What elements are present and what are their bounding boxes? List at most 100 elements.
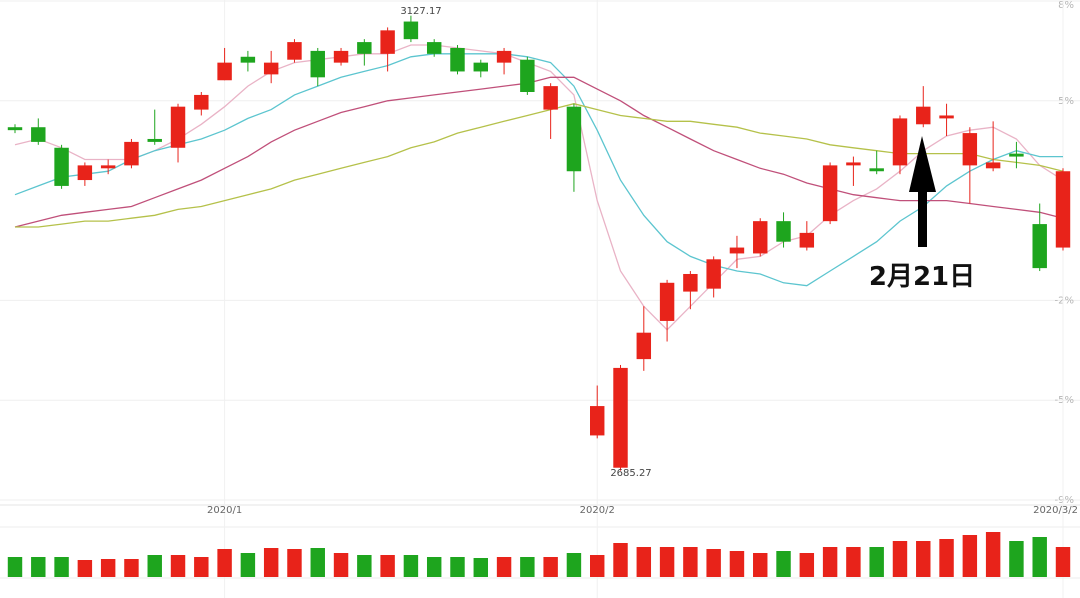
- candle-body: [240, 56, 256, 63]
- volume-bar: [799, 553, 815, 577]
- candle-body: [799, 232, 815, 248]
- candle-body: [729, 247, 745, 254]
- candle-body: [357, 42, 372, 54]
- arrow-head: [909, 136, 936, 192]
- volume-bar: [450, 557, 465, 577]
- volume-bar: [822, 547, 838, 577]
- volume-bar: [636, 547, 652, 577]
- candle-body: [426, 42, 442, 54]
- y-tick-label: -5%: [1055, 395, 1074, 406]
- candle-body: [706, 259, 721, 289]
- volume-bar: [357, 555, 372, 577]
- candle-body: [31, 127, 46, 142]
- arrow-shaft: [918, 170, 927, 247]
- candle-body: [333, 50, 349, 63]
- volume-bar: [426, 557, 442, 577]
- volume-bar: [729, 551, 745, 577]
- candle-body: [520, 59, 535, 92]
- y-tick-label: -2%: [1055, 295, 1074, 306]
- low-label: 2685.27: [610, 468, 651, 479]
- volume-bar: [147, 555, 162, 577]
- volume-bar: [77, 560, 93, 577]
- candle-body: [985, 162, 1001, 169]
- candle-body: [147, 138, 162, 142]
- candle-body: [566, 106, 582, 172]
- annotation: 2月21日: [869, 262, 975, 292]
- candle-body: [636, 332, 652, 360]
- candle-body: [939, 115, 954, 119]
- candle-body: [217, 62, 232, 81]
- candle-body: [287, 42, 302, 60]
- volume-bar: [1032, 537, 1047, 577]
- candle-body: [1009, 153, 1024, 157]
- volume-bar: [753, 553, 768, 577]
- volume-bar: [380, 555, 395, 577]
- y-tick-label: -9%: [1055, 495, 1074, 506]
- candle-body: [473, 62, 488, 72]
- volume-bar: [403, 555, 419, 577]
- candle-body: [170, 106, 186, 148]
- volume-bar: [1055, 547, 1071, 577]
- candle-body: [54, 147, 69, 186]
- candle-body: [822, 165, 838, 222]
- volume-bar: [217, 549, 232, 577]
- ma-line: [15, 103, 1064, 228]
- y-tick-label: 8%: [1058, 0, 1074, 11]
- candle-body: [310, 50, 325, 78]
- volume-bar: [170, 555, 186, 577]
- candle-body: [1032, 224, 1047, 269]
- volume-bar: [194, 557, 209, 577]
- candle-body: [659, 282, 675, 321]
- candle-body: [100, 165, 116, 169]
- ma-line: [14, 44, 1064, 331]
- volume-bar: [566, 553, 582, 577]
- volume-bar: [520, 557, 535, 577]
- volume-bar: [846, 547, 861, 577]
- volume-bar: [54, 557, 69, 577]
- volume-bar: [7, 557, 23, 577]
- volume-bar: [962, 535, 978, 577]
- ma-line: [14, 53, 1063, 287]
- volume-bar: [776, 551, 791, 577]
- candle-body: [543, 86, 558, 110]
- ma-line: [14, 76, 1064, 228]
- volume-bar: [985, 532, 1001, 577]
- x-tick-label: 2020/1: [207, 505, 242, 516]
- candle-body: [753, 221, 768, 254]
- volume-bar: [706, 549, 721, 577]
- y-tick-label: 5%: [1058, 96, 1074, 107]
- candle-body: [7, 127, 23, 131]
- volume-bar: [939, 539, 954, 577]
- candle-body: [846, 162, 861, 166]
- volume-bar: [590, 555, 605, 577]
- candle-body: [263, 62, 279, 75]
- candle-body: [869, 168, 884, 172]
- candle-body: [194, 94, 209, 110]
- volume-bar: [263, 548, 279, 577]
- candle-body: [77, 165, 93, 181]
- volume-bar: [100, 559, 116, 577]
- candle-body: [892, 118, 908, 166]
- volume-bar: [240, 553, 256, 577]
- volume-bar: [31, 557, 46, 577]
- candle-body: [496, 50, 512, 63]
- x-tick-label: 2020/3/2: [1033, 505, 1078, 516]
- volume-bar: [892, 541, 908, 577]
- candle-body: [1055, 171, 1071, 248]
- high-label: 3127.17: [400, 6, 441, 17]
- candle-body: [124, 141, 139, 166]
- candle-body: [380, 30, 395, 54]
- candle-body: [450, 47, 465, 72]
- candle-body: [962, 133, 978, 166]
- volume-bar: [543, 557, 558, 577]
- volume-bar: [287, 549, 302, 577]
- volume-bar: [496, 557, 512, 577]
- volume-bar: [310, 548, 325, 577]
- volume-bar: [613, 543, 628, 577]
- candle-body: [683, 273, 698, 292]
- volume-bar: [124, 559, 139, 577]
- volume-bar: [473, 558, 488, 577]
- arrow: [909, 136, 936, 247]
